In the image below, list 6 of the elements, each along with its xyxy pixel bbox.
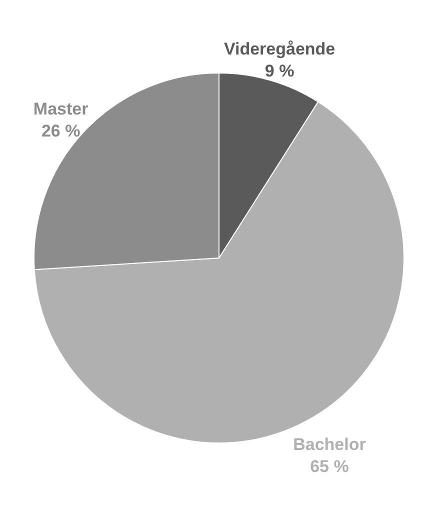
data-label: 26 % [41,121,80,140]
slice-label: Videregående [224,40,336,59]
slice-label: Bachelor [293,434,366,454]
data-label: 65 % [310,456,349,476]
slice-label: Master [33,99,89,118]
data-label: 9 % [264,62,294,81]
